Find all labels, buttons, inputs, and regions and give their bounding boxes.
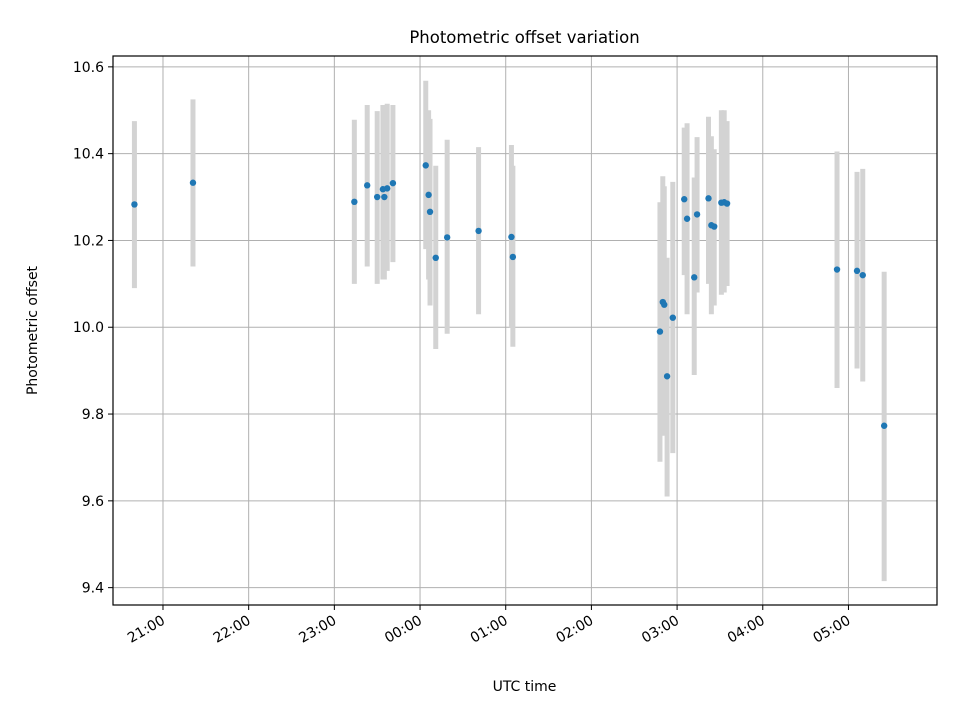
data-point (131, 201, 138, 208)
data-point (833, 266, 841, 273)
data-point (711, 223, 718, 230)
y-tick-label: 9.4 (82, 581, 104, 597)
y-axis-label: Photometric offset (25, 265, 41, 395)
data-point (683, 215, 691, 222)
data-point (373, 193, 381, 201)
data-point (381, 193, 388, 201)
data-point (363, 182, 371, 189)
data-point (422, 162, 429, 169)
y-tick-label: 10.0 (73, 320, 104, 336)
data-point (189, 179, 197, 186)
y-tick-label: 10.4 (73, 147, 104, 163)
y-tick-label: 9.8 (82, 407, 104, 423)
data-point (509, 253, 517, 261)
y-tick-label: 9.6 (82, 494, 104, 510)
data-point (351, 198, 358, 206)
data-point (880, 422, 888, 429)
data-point (661, 301, 668, 308)
data-point (663, 373, 671, 380)
data-point (859, 271, 866, 279)
plot-frame (112, 55, 938, 606)
data-points (131, 162, 888, 429)
data-point (508, 233, 515, 241)
y-axis: 9.4 9.6 9.8 10.0 10.2 10.4 10.6 (73, 60, 113, 597)
data-point (669, 314, 677, 321)
data-point (693, 211, 701, 218)
data-point (853, 267, 861, 275)
data-point (681, 196, 688, 203)
data-point (723, 200, 731, 207)
grid-lines (113, 56, 937, 605)
chart-title: Photometric offset variation (409, 28, 639, 47)
data-point (656, 328, 664, 335)
data-point (432, 254, 439, 262)
y-tick-label: 10.2 (73, 233, 104, 249)
data-point (389, 179, 397, 187)
data-point (425, 191, 432, 199)
x-axis-label: UTC time (493, 679, 557, 695)
data-point (705, 195, 712, 202)
data-point (383, 185, 391, 192)
data-point (475, 227, 482, 235)
data-point (443, 234, 451, 241)
data-point (691, 274, 698, 281)
y-tick-label: 10.6 (73, 60, 104, 76)
data-point (426, 208, 434, 216)
